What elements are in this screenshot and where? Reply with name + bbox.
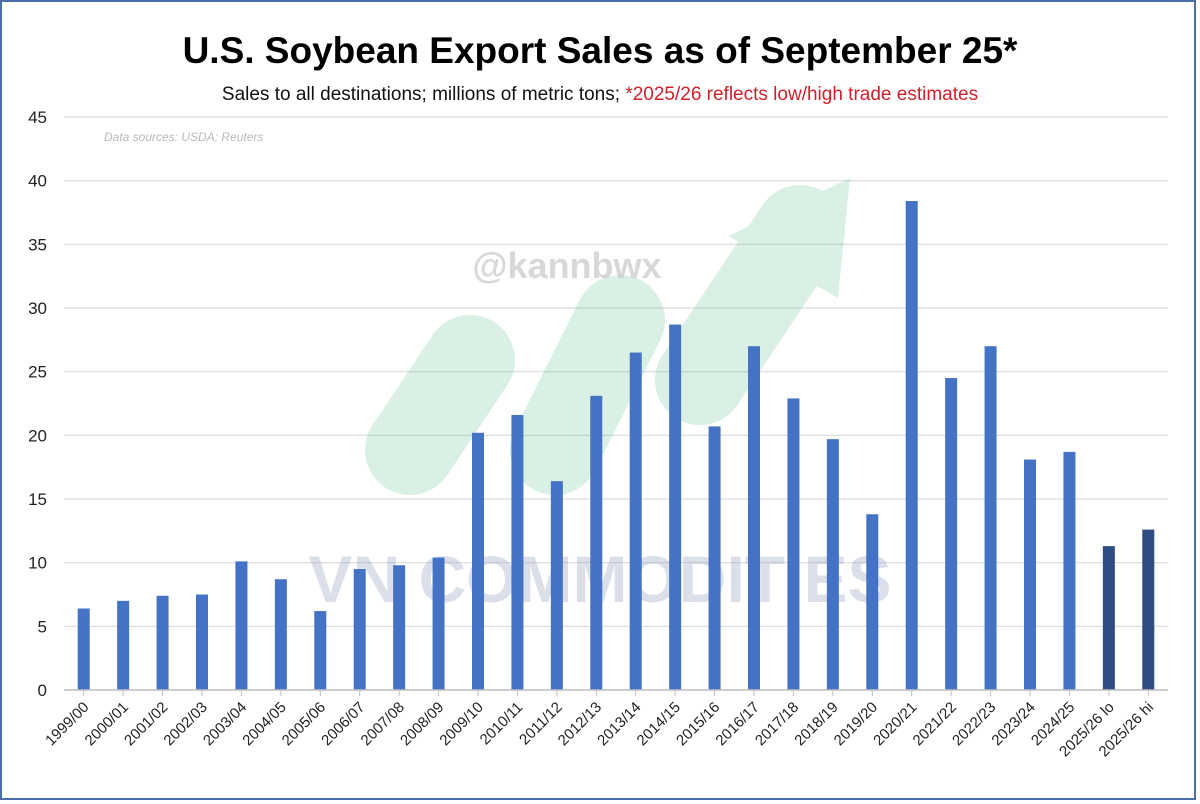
bar-2010-11 xyxy=(511,414,524,690)
chart-title: U.S. Soybean Export Sales as of Septembe… xyxy=(182,30,1018,71)
bar-2013-14 xyxy=(629,352,642,690)
bar-2020-21 xyxy=(905,201,918,691)
bar-2014-15 xyxy=(669,324,682,690)
x-tick-label: 2009/10 xyxy=(436,699,486,749)
bar-2002-03 xyxy=(196,594,208,690)
y-tick-label: 0 xyxy=(38,681,47,700)
bar-2023-24 xyxy=(1024,459,1036,690)
bar-2001-02 xyxy=(156,595,169,690)
bar-2024-25 xyxy=(1063,451,1076,690)
y-axis: 0 5 10 15 20 25 30 35 40 45 xyxy=(28,108,47,700)
bar-2007-08 xyxy=(393,565,406,690)
bar-2022-23 xyxy=(984,346,997,690)
x-axis: 1999/002000/012001/022002/032003/042004/… xyxy=(42,689,1168,760)
bar-2011-12 xyxy=(550,481,563,690)
bar-2006-07 xyxy=(353,569,366,690)
bar-2004-05 xyxy=(274,579,287,690)
subtitle-main: Sales to all destinations; millions of m… xyxy=(221,84,626,105)
bar-2015-16 xyxy=(708,426,721,690)
bars xyxy=(77,201,1155,691)
bar-2019-20 xyxy=(866,514,879,690)
bar-2000-01 xyxy=(117,600,130,690)
bar-2025-26-hi xyxy=(1142,529,1155,690)
y-tick-label: 40 xyxy=(28,172,47,191)
bar-1999-00 xyxy=(77,608,90,690)
data-source-note: Data sources: USDA; Reuters xyxy=(104,130,263,144)
y-tick-label: 20 xyxy=(28,426,47,445)
chart-subtitle: Sales to all destinations; millions of m… xyxy=(0,84,1200,106)
y-tick-label: 10 xyxy=(28,554,47,573)
bar-2018-19 xyxy=(826,439,839,690)
y-tick-label: 25 xyxy=(28,363,47,382)
y-tick-label: 35 xyxy=(28,235,47,254)
bar-2012-13 xyxy=(590,395,603,690)
growth-arrow-watermark xyxy=(365,178,850,495)
y-tick-label: 15 xyxy=(28,490,47,509)
bar-2003-04 xyxy=(235,561,248,690)
y-tick-label: 5 xyxy=(38,617,47,636)
y-tick-label: 45 xyxy=(28,108,47,127)
bar-2008-09 xyxy=(432,557,445,690)
bar-2021-22 xyxy=(945,378,958,690)
watermark-handle: @kannbwx xyxy=(472,245,661,286)
y-tick-label: 30 xyxy=(28,299,47,318)
subtitle-note: *2025/26 reflects low/high trade estimat… xyxy=(625,84,979,105)
bar-2016-17 xyxy=(748,346,760,690)
bar-2017-18 xyxy=(787,398,800,690)
x-tick-label: 2010/11 xyxy=(477,699,527,749)
bar-2009-10 xyxy=(472,432,484,690)
bar-2005-06 xyxy=(314,611,327,690)
bar-2025-26-lo xyxy=(1102,546,1115,690)
